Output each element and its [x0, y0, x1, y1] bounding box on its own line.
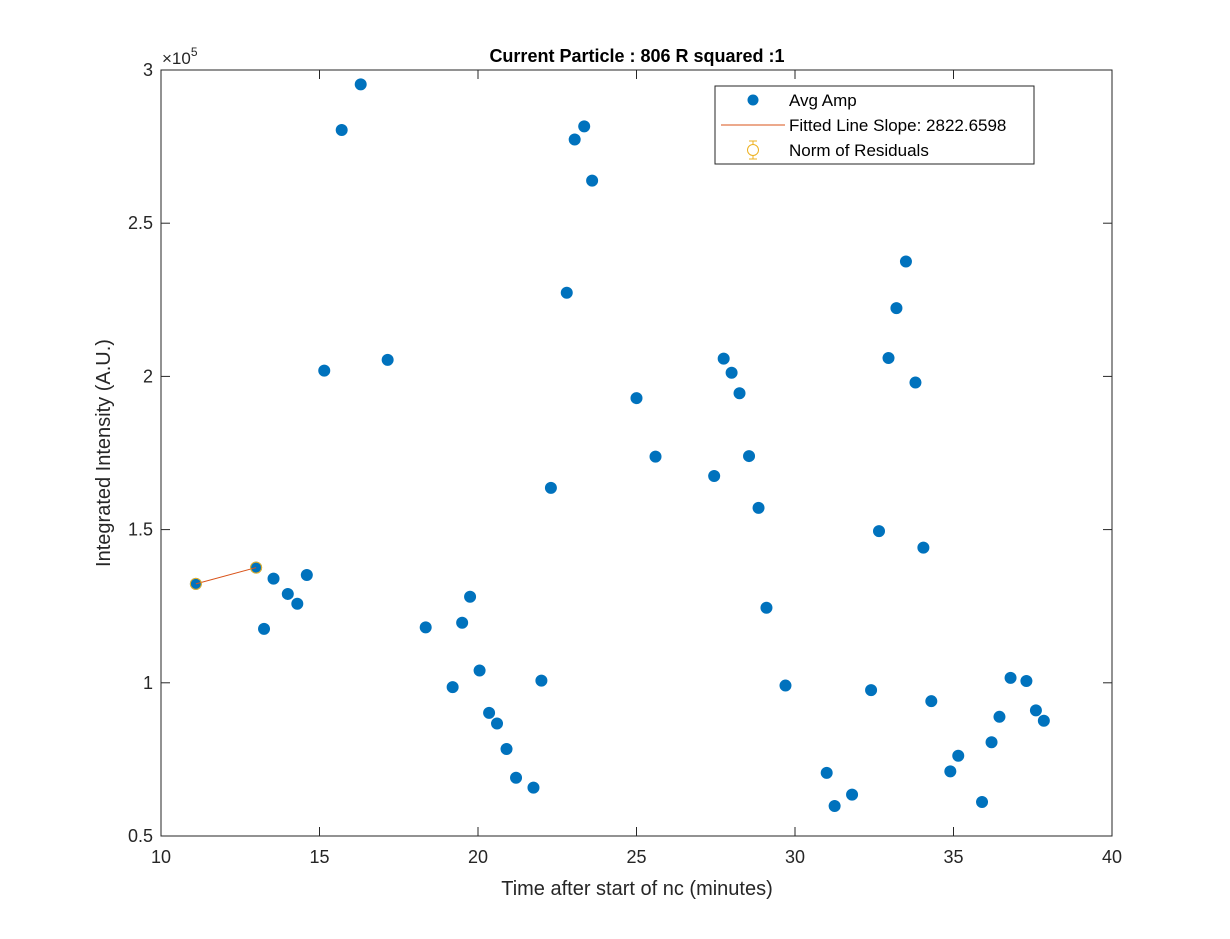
avg-amp-point: [291, 597, 304, 610]
avg-amp-point: [335, 124, 348, 137]
x-tick-label: 10: [151, 847, 171, 867]
avg-amp-point: [456, 616, 469, 629]
x-tick-label: 40: [1102, 847, 1122, 867]
avg-amp-point: [717, 352, 730, 365]
avg-amp-point: [318, 364, 331, 377]
avg-amp-point: [925, 695, 938, 708]
norm-residual-marker: [189, 577, 202, 590]
avg-amp-point: [300, 568, 313, 581]
avg-amp-point: [578, 120, 591, 133]
avg-amp-point: [985, 736, 998, 749]
x-tick-label: 30: [785, 847, 805, 867]
avg-amp-point: [733, 387, 746, 400]
avg-amp-point: [419, 621, 432, 634]
avg-amp-point: [586, 174, 599, 187]
avg-amp-point: [500, 742, 513, 755]
series-layer: [189, 78, 1050, 812]
avg-amp-point: [544, 481, 557, 494]
avg-amp-point: [464, 590, 477, 603]
avg-amp-point: [491, 717, 504, 730]
legend-label: Norm of Residuals: [789, 141, 929, 160]
y-tick-label: 2.5: [128, 213, 153, 233]
avg-amp-point: [483, 706, 496, 719]
legend: Avg Amp Fitted Line Slope: 2822.6598 Norm …: [714, 85, 1035, 165]
avg-amp-point: [944, 765, 957, 778]
y-tick-label: 1.5: [128, 520, 153, 540]
avg-amp-point: [846, 788, 859, 801]
avg-amp-point: [760, 601, 773, 614]
avg-amp-point: [258, 622, 271, 635]
y-tick-label: 1: [143, 673, 153, 693]
norm-residual-marker: [250, 561, 263, 574]
y-exponent-power: 5: [191, 45, 198, 59]
svg-text:×105: ×105: [162, 45, 198, 68]
y-tick-label: 0.5: [128, 826, 153, 846]
avg-amp-point: [899, 255, 912, 268]
avg-amp-point: [993, 710, 1006, 723]
avg-amp-point: [1020, 674, 1033, 687]
avg-amp-point: [446, 681, 459, 694]
avg-amp-point: [952, 749, 965, 762]
avg-amp-point: [882, 352, 895, 365]
avg-amp-point: [510, 771, 523, 784]
avg-amp-point: [568, 133, 581, 146]
avg-amp-point: [865, 684, 878, 697]
avg-amp-point: [1004, 671, 1017, 684]
legend-marker-avg-amp: [747, 94, 759, 106]
axis-tick-labels: 10 15 20 25 30 35 40 0.5 1 1.5 2 2.5 3: [128, 60, 1122, 867]
legend-marker-norm-circle: [747, 144, 759, 156]
y-tick-label: 2: [143, 366, 153, 386]
axis-ticks: [160, 69, 1113, 837]
x-tick-label: 35: [943, 847, 963, 867]
avg-amp-point: [743, 450, 756, 463]
avg-amp-point: [1029, 704, 1042, 717]
avg-amp-point: [281, 587, 294, 600]
chart-title: Current Particle : 806 R squared :1: [489, 46, 784, 66]
avg-amp-point: [473, 664, 486, 677]
avg-amp-point: [630, 392, 643, 405]
avg-amp-point: [909, 376, 922, 389]
avg-amp-point: [890, 302, 903, 315]
avg-amp-point: [267, 572, 280, 585]
avg-amp-point: [560, 286, 573, 299]
avg-amp-point: [917, 541, 930, 554]
x-tick-label: 20: [468, 847, 488, 867]
avg-amp-point: [354, 78, 367, 91]
y-axis-exponent: ×105: [162, 45, 198, 68]
y-axis-label: Integrated Intensity (A.U.): [93, 339, 115, 567]
avg-amp-point: [649, 450, 662, 463]
avg-amp-point: [820, 766, 833, 779]
avg-amp-point: [527, 781, 540, 794]
avg-amp-point: [1037, 714, 1050, 727]
avg-amp-point: [976, 795, 989, 808]
avg-amp-point: [725, 366, 738, 379]
avg-amp-point: [752, 501, 765, 514]
legend-label: Fitted Line Slope: 2822.6598: [789, 116, 1006, 135]
avg-amp-point: [873, 525, 886, 538]
avg-amp-point: [381, 353, 394, 366]
x-tick-label: 25: [626, 847, 646, 867]
y-tick-label: 3: [143, 60, 153, 80]
avg-amp-point: [535, 674, 548, 687]
x-tick-label: 15: [309, 847, 329, 867]
legend-label: Avg Amp: [789, 91, 857, 110]
fitted-line: [195, 567, 257, 585]
avg-amp-point: [828, 799, 841, 812]
avg-amp-point: [779, 679, 792, 692]
x-axis-label: Time after start of nc (minutes): [501, 878, 773, 900]
y-exponent-base: ×10: [162, 49, 191, 68]
avg-amp-point: [708, 469, 721, 482]
